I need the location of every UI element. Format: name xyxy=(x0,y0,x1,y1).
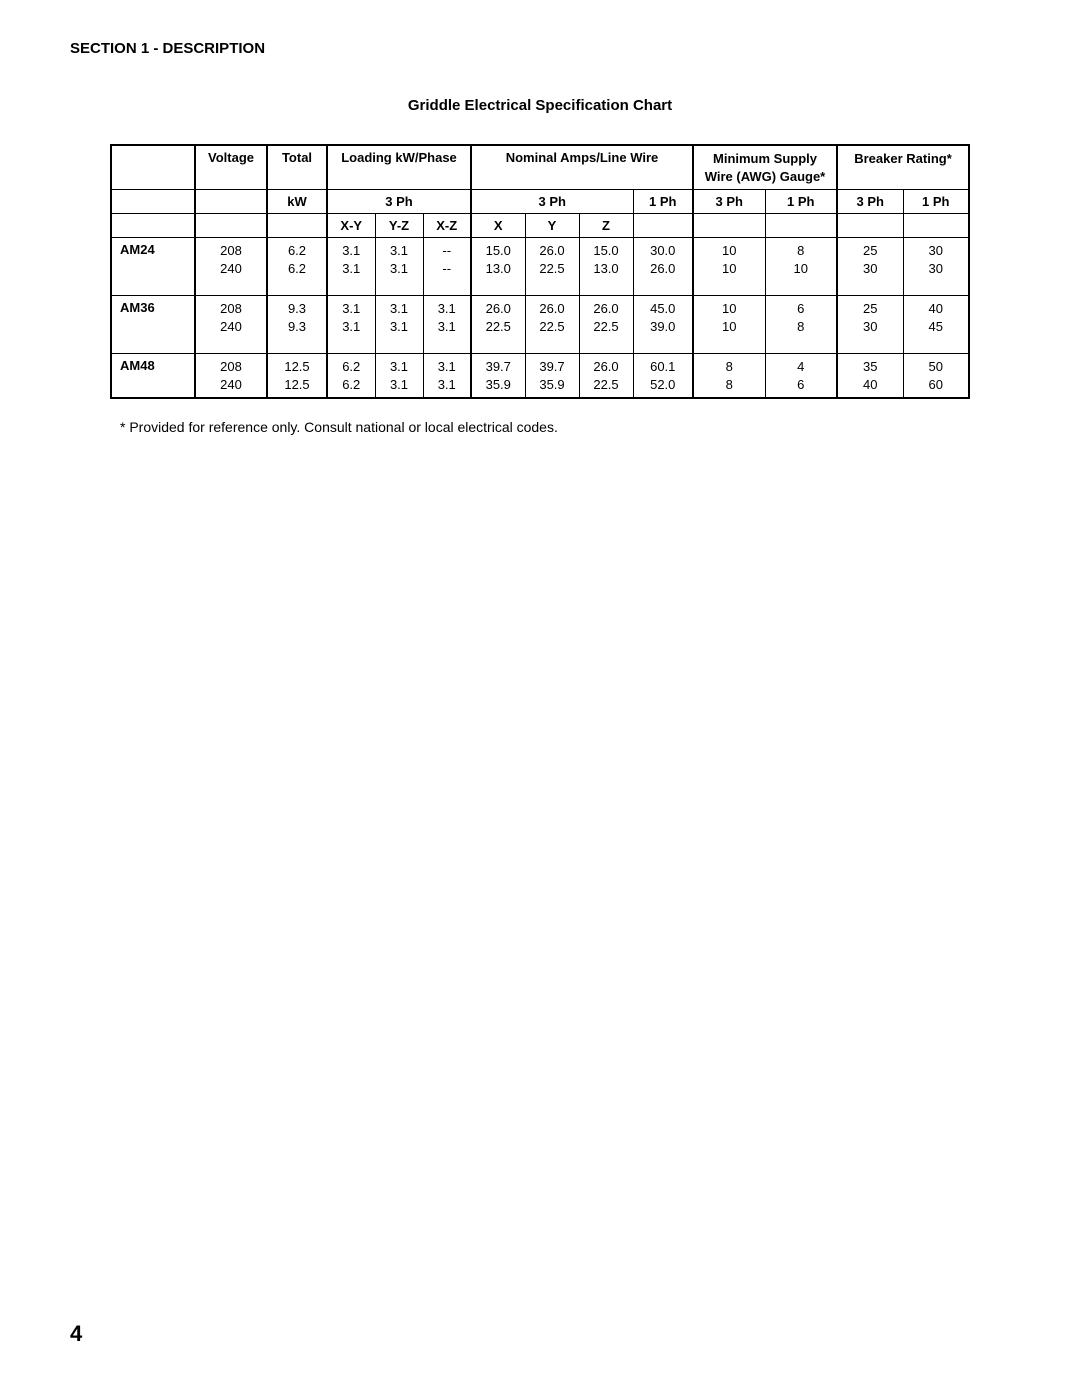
cell-ay: 39.735.9 xyxy=(525,354,579,399)
cell-az: 26.022.5 xyxy=(579,354,633,399)
cell-b1: 3030 xyxy=(903,238,969,296)
hdr-brk-3ph: 3 Ph xyxy=(837,190,903,214)
hdr-wire-1ph: 1 Ph xyxy=(765,190,837,214)
page-number: 4 xyxy=(70,1321,82,1347)
cell-w3: 1010 xyxy=(693,238,765,296)
cell-v: 208240 xyxy=(195,354,267,399)
cell-w3: 1010 xyxy=(693,296,765,354)
cell-kw: 6.26.2 xyxy=(267,238,327,296)
spec-table: Voltage Total Loading kW/Phase Nominal A… xyxy=(110,144,970,399)
cell-xz: ---- xyxy=(423,238,471,296)
footnote: * Provided for reference only. Consult n… xyxy=(120,419,1010,435)
hdr-amps-1ph: 1 Ph xyxy=(633,190,693,214)
cell-yz: 3.13.1 xyxy=(375,238,423,296)
hdr-voltage: Voltage xyxy=(195,145,267,190)
cell-w1: 46 xyxy=(765,354,837,399)
model-name: AM36 xyxy=(111,296,195,354)
hdr-load-3ph: 3 Ph xyxy=(327,190,471,214)
cell-kw: 12.512.5 xyxy=(267,354,327,399)
hdr-xy: X-Y xyxy=(327,214,375,238)
hdr-kw: kW xyxy=(267,190,327,214)
hdr-breaker: Breaker Rating* xyxy=(837,145,969,190)
cell-xy: 3.13.1 xyxy=(327,238,375,296)
cell-a1: 45.039.0 xyxy=(633,296,693,354)
cell-ay: 26.022.5 xyxy=(525,238,579,296)
cell-w1: 810 xyxy=(765,238,837,296)
cell-xy: 3.13.1 xyxy=(327,296,375,354)
hdr-total: Total xyxy=(267,145,327,190)
cell-b3: 2530 xyxy=(837,238,903,296)
cell-xz: 3.13.1 xyxy=(423,296,471,354)
hdr-wire: Minimum Supply Wire (AWG) Gauge* xyxy=(693,145,837,190)
hdr-xz: X-Z xyxy=(423,214,471,238)
section-title: SECTION 1 - DESCRIPTION xyxy=(70,40,1010,57)
cell-yz: 3.13.1 xyxy=(375,296,423,354)
hdr-yz: Y-Z xyxy=(375,214,423,238)
hdr-y: Y xyxy=(525,214,579,238)
chart-title: Griddle Electrical Specification Chart xyxy=(70,97,1010,114)
cell-w1: 68 xyxy=(765,296,837,354)
cell-xz: 3.13.1 xyxy=(423,354,471,399)
cell-a1: 60.152.0 xyxy=(633,354,693,399)
cell-yz: 3.13.1 xyxy=(375,354,423,399)
hdr-brk-1ph: 1 Ph xyxy=(903,190,969,214)
cell-v: 208240 xyxy=(195,238,267,296)
cell-az: 26.022.5 xyxy=(579,296,633,354)
cell-xy: 6.26.2 xyxy=(327,354,375,399)
hdr-wire-3ph: 3 Ph xyxy=(693,190,765,214)
cell-ax: 39.735.9 xyxy=(471,354,525,399)
cell-az: 15.013.0 xyxy=(579,238,633,296)
cell-ax: 26.022.5 xyxy=(471,296,525,354)
cell-ax: 15.013.0 xyxy=(471,238,525,296)
cell-b3: 3540 xyxy=(837,354,903,399)
hdr-x: X xyxy=(471,214,525,238)
cell-b1: 4045 xyxy=(903,296,969,354)
hdr-z: Z xyxy=(579,214,633,238)
cell-v: 208240 xyxy=(195,296,267,354)
hdr-amps-3ph: 3 Ph xyxy=(471,190,633,214)
hdr-loading: Loading kW/Phase xyxy=(327,145,471,190)
hdr-amps: Nominal Amps/Line Wire xyxy=(471,145,693,190)
cell-b3: 2530 xyxy=(837,296,903,354)
cell-kw: 9.39.3 xyxy=(267,296,327,354)
cell-a1: 30.026.0 xyxy=(633,238,693,296)
cell-w3: 88 xyxy=(693,354,765,399)
model-name: AM48 xyxy=(111,354,195,399)
model-name: AM24 xyxy=(111,238,195,296)
cell-b1: 5060 xyxy=(903,354,969,399)
cell-ay: 26.022.5 xyxy=(525,296,579,354)
